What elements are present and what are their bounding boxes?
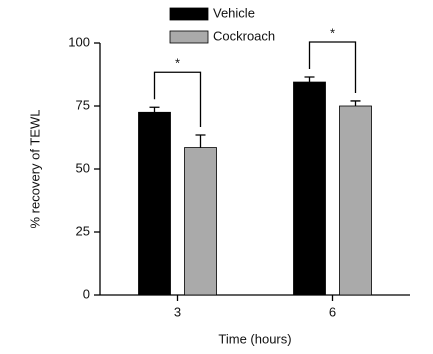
significance-label: * bbox=[175, 56, 180, 71]
legend-swatch bbox=[169, 30, 209, 44]
bar bbox=[293, 81, 326, 296]
significance-label: * bbox=[330, 25, 335, 40]
x-tick-label: 3 bbox=[174, 304, 181, 319]
y-tick-label: 100 bbox=[68, 34, 90, 49]
significance-bracket bbox=[153, 71, 202, 127]
error-bar bbox=[350, 100, 361, 106]
error-bar bbox=[304, 76, 315, 83]
y-tick-label: 75 bbox=[76, 97, 90, 112]
y-tick-label: 0 bbox=[83, 286, 90, 301]
bar bbox=[339, 105, 372, 296]
x-axis-label: Time (hours) bbox=[218, 331, 291, 346]
legend-swatch bbox=[169, 7, 209, 21]
legend-label: Cockroach bbox=[213, 28, 275, 43]
error-bar bbox=[149, 106, 160, 113]
x-tick-label: 6 bbox=[329, 304, 336, 319]
legend-label: Vehicle bbox=[213, 5, 255, 20]
error-bar bbox=[195, 134, 206, 148]
y-tick-label: 25 bbox=[76, 223, 90, 238]
y-tick-label: 50 bbox=[76, 160, 90, 175]
significance-bracket bbox=[308, 41, 357, 93]
y-axis-label: % recovery of TEWL bbox=[27, 110, 42, 229]
bar bbox=[184, 147, 217, 296]
bar bbox=[138, 111, 171, 296]
